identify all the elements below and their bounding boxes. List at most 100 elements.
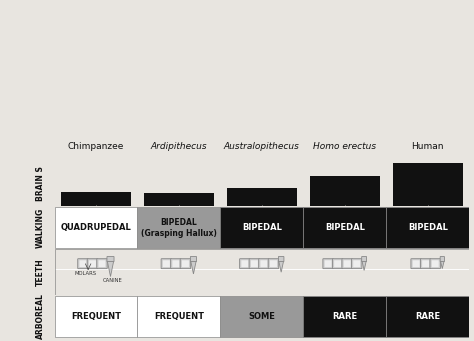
Bar — [137, 269, 220, 270]
Text: FREQUENT: FREQUENT — [154, 312, 204, 321]
Bar — [220, 269, 303, 270]
FancyBboxPatch shape — [422, 260, 429, 267]
Bar — [386, 207, 469, 248]
FancyBboxPatch shape — [268, 259, 279, 269]
Bar — [55, 269, 137, 270]
Bar — [386, 269, 469, 270]
Bar — [386, 269, 469, 270]
Bar — [137, 269, 220, 270]
Text: Chimpanzee: Chimpanzee — [68, 142, 124, 151]
Bar — [303, 269, 386, 270]
FancyBboxPatch shape — [239, 259, 250, 269]
Bar — [137, 269, 220, 270]
Bar — [220, 269, 303, 270]
Text: ARBOREAL: ARBOREAL — [36, 293, 45, 339]
Bar — [55, 269, 137, 270]
Text: Human: Human — [411, 142, 444, 151]
Bar — [55, 269, 137, 270]
Bar — [393, 163, 463, 206]
Text: RARE: RARE — [415, 312, 440, 321]
FancyBboxPatch shape — [278, 256, 284, 262]
Bar — [303, 269, 386, 270]
Bar — [55, 296, 137, 337]
FancyBboxPatch shape — [420, 259, 431, 269]
Bar — [137, 269, 220, 270]
FancyBboxPatch shape — [270, 260, 277, 267]
FancyBboxPatch shape — [97, 259, 107, 269]
Bar — [220, 269, 303, 270]
FancyBboxPatch shape — [432, 260, 439, 267]
Bar — [220, 269, 303, 270]
Bar — [137, 207, 220, 248]
Text: RARE: RARE — [332, 312, 357, 321]
Bar — [137, 269, 220, 270]
Bar — [137, 269, 220, 270]
Bar — [55, 269, 137, 270]
FancyBboxPatch shape — [251, 260, 258, 267]
FancyBboxPatch shape — [411, 259, 421, 269]
Bar — [137, 269, 220, 270]
Bar — [55, 207, 137, 248]
Text: TEETH: TEETH — [36, 258, 45, 286]
Bar — [303, 269, 386, 270]
Bar — [55, 269, 137, 270]
FancyBboxPatch shape — [412, 260, 419, 267]
Bar — [220, 269, 303, 270]
Bar — [220, 269, 303, 270]
Bar — [303, 269, 386, 270]
Bar — [303, 269, 386, 270]
FancyBboxPatch shape — [344, 260, 351, 267]
Bar — [303, 269, 386, 270]
Bar — [220, 269, 303, 270]
Bar — [386, 269, 469, 270]
Bar — [386, 269, 469, 270]
Polygon shape — [362, 261, 366, 270]
Bar — [220, 269, 303, 270]
Bar — [310, 176, 380, 206]
FancyBboxPatch shape — [171, 259, 181, 269]
Text: Homo erectus: Homo erectus — [313, 142, 376, 151]
FancyBboxPatch shape — [325, 260, 332, 267]
Text: FREQUENT: FREQUENT — [71, 312, 121, 321]
FancyBboxPatch shape — [173, 260, 179, 267]
Bar — [137, 269, 220, 270]
FancyBboxPatch shape — [87, 259, 98, 269]
FancyBboxPatch shape — [163, 260, 170, 267]
Text: Australopithecus: Australopithecus — [224, 142, 300, 151]
Bar — [303, 207, 386, 248]
FancyBboxPatch shape — [249, 259, 260, 269]
Bar — [137, 269, 220, 270]
FancyBboxPatch shape — [107, 256, 114, 262]
FancyBboxPatch shape — [260, 260, 267, 267]
Bar — [137, 296, 220, 337]
Bar — [386, 269, 469, 270]
Text: BIPEDAL: BIPEDAL — [408, 223, 448, 232]
Bar — [386, 269, 469, 270]
FancyBboxPatch shape — [334, 260, 341, 267]
Bar — [386, 269, 469, 270]
Bar — [386, 269, 469, 270]
Bar — [386, 269, 469, 270]
FancyBboxPatch shape — [80, 260, 86, 267]
Bar — [386, 269, 469, 270]
Bar — [303, 269, 386, 270]
FancyBboxPatch shape — [78, 259, 88, 269]
Bar — [55, 269, 137, 270]
Bar — [137, 269, 220, 270]
Bar — [220, 207, 303, 248]
Bar — [55, 269, 137, 270]
Bar — [386, 269, 469, 270]
Bar — [386, 269, 469, 270]
Bar — [303, 269, 386, 270]
FancyBboxPatch shape — [259, 259, 269, 269]
FancyBboxPatch shape — [332, 259, 343, 269]
Bar — [137, 269, 220, 270]
FancyBboxPatch shape — [161, 259, 172, 269]
Bar — [386, 269, 469, 270]
Bar — [386, 269, 469, 270]
Bar — [55, 269, 137, 270]
Bar — [220, 269, 303, 270]
Bar — [55, 269, 137, 270]
Bar — [303, 296, 386, 337]
Bar — [220, 269, 303, 270]
